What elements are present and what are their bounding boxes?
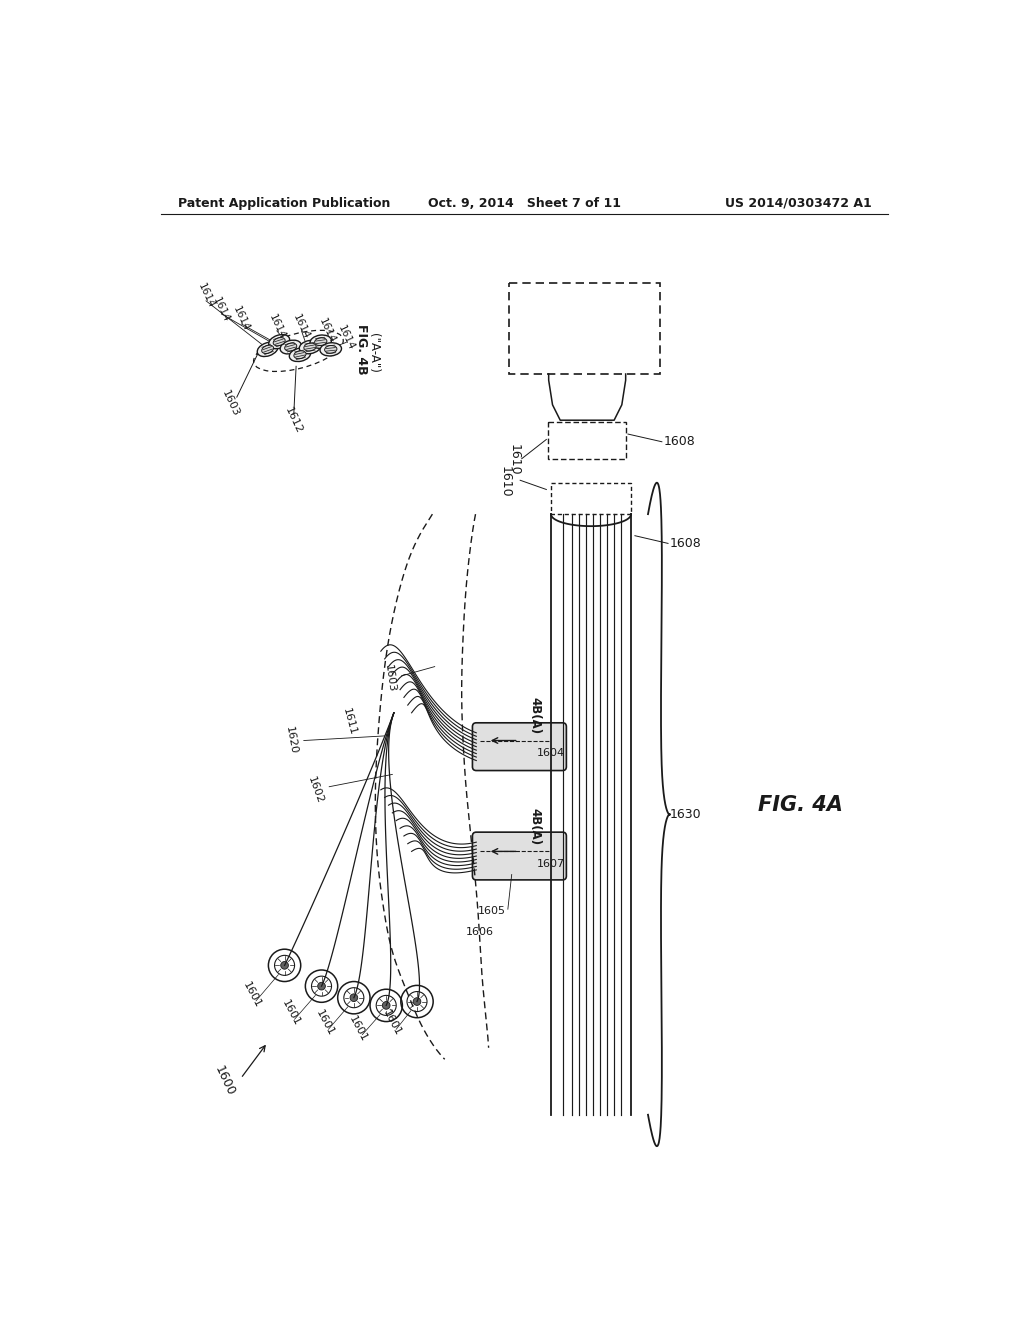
Text: FIG. 4B: FIG. 4B	[355, 323, 368, 375]
Text: 1606: 1606	[466, 927, 494, 937]
Text: 1604: 1604	[537, 748, 564, 758]
Text: 1607: 1607	[537, 859, 564, 869]
Text: ("A-A"): ("A-A")	[368, 333, 380, 372]
Ellipse shape	[290, 348, 310, 362]
Bar	[548, 422, 627, 459]
Text: 1614: 1614	[211, 296, 231, 323]
Text: 1601: 1601	[242, 979, 263, 1010]
Circle shape	[413, 998, 421, 1006]
Text: 1630: 1630	[670, 808, 701, 821]
Circle shape	[350, 994, 357, 1002]
Ellipse shape	[268, 334, 290, 348]
Text: 1608: 1608	[670, 537, 701, 550]
Ellipse shape	[314, 338, 327, 346]
Text: 1614: 1614	[266, 312, 287, 341]
Text: 4B(A): 4B(A)	[528, 808, 542, 845]
Text: Oct. 9, 2014   Sheet 7 of 11: Oct. 9, 2014 Sheet 7 of 11	[428, 197, 622, 210]
Ellipse shape	[273, 338, 285, 346]
Text: FIG. 4A: FIG. 4A	[758, 795, 843, 816]
Circle shape	[382, 1002, 390, 1010]
Text: 1614: 1614	[316, 317, 337, 345]
Text: 1610: 1610	[508, 445, 520, 477]
Text: 1614: 1614	[292, 312, 311, 341]
Ellipse shape	[281, 341, 301, 354]
Circle shape	[317, 982, 326, 990]
Text: 1611: 1611	[341, 708, 357, 737]
Text: 1600: 1600	[212, 1064, 237, 1098]
Ellipse shape	[294, 351, 306, 359]
Text: 1610: 1610	[499, 466, 512, 498]
Bar	[551, 483, 631, 513]
Text: 1603: 1603	[220, 388, 241, 418]
Text: US 2014/0303472 A1: US 2014/0303472 A1	[725, 197, 871, 210]
Ellipse shape	[262, 345, 273, 354]
Circle shape	[281, 961, 289, 969]
FancyBboxPatch shape	[472, 723, 566, 771]
Bar	[509, 284, 660, 374]
Ellipse shape	[310, 335, 332, 348]
Ellipse shape	[285, 343, 297, 351]
Ellipse shape	[304, 343, 316, 351]
Text: 1608: 1608	[664, 436, 695, 449]
Text: 1614: 1614	[336, 323, 356, 352]
Text: 1605: 1605	[478, 907, 506, 916]
Text: 4B(A): 4B(A)	[528, 697, 542, 734]
Text: 1601: 1601	[347, 1014, 370, 1043]
Ellipse shape	[299, 341, 321, 354]
Text: 1601: 1601	[381, 1008, 403, 1038]
Text: 1614: 1614	[196, 281, 216, 310]
Text: Patent Application Publication: Patent Application Publication	[178, 197, 391, 210]
Text: 1612: 1612	[284, 405, 304, 436]
Ellipse shape	[325, 346, 337, 354]
FancyBboxPatch shape	[472, 832, 566, 880]
Text: 1601: 1601	[280, 998, 302, 1028]
Text: 1602: 1602	[305, 775, 325, 805]
Text: 1601: 1601	[313, 1008, 336, 1038]
Text: 1620: 1620	[284, 726, 298, 755]
Ellipse shape	[321, 343, 341, 356]
Text: 1603: 1603	[382, 664, 396, 693]
Text: 1614: 1614	[231, 305, 252, 333]
Ellipse shape	[257, 342, 278, 356]
